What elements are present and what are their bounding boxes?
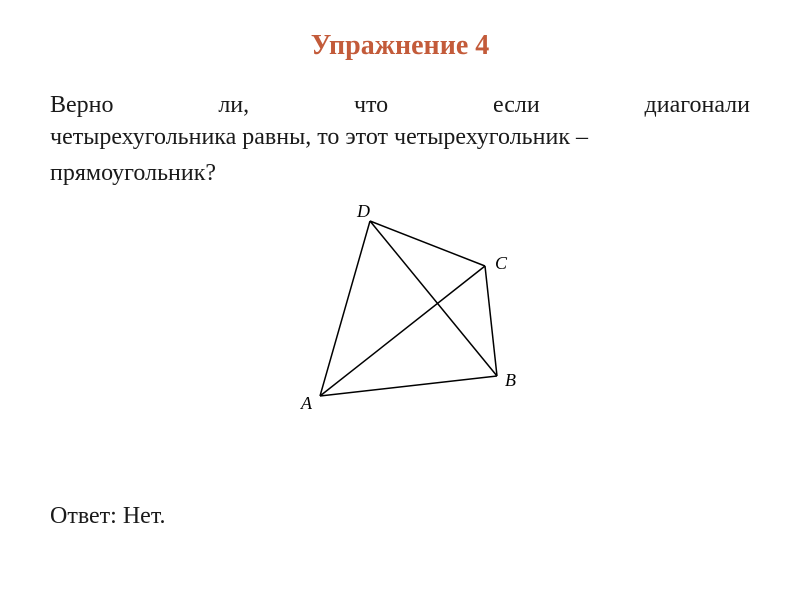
vertex-label-D: D (356, 201, 370, 221)
quadrilateral-diagram: A B C D (265, 201, 535, 421)
q-word: если (493, 92, 540, 119)
vertex-label-B: B (505, 370, 516, 390)
vertex-label-C: C (495, 253, 508, 273)
edge-B-D (370, 221, 497, 376)
question-line1: Верно ли, что если диагонали (50, 92, 750, 119)
q-word: диагонали (645, 92, 750, 119)
edge-B-C (485, 266, 497, 376)
answer-value: Нет. (123, 503, 166, 529)
q-word: ли, (218, 92, 249, 119)
edge-A-B (320, 376, 497, 396)
answer-block: Ответ: Нет. (50, 503, 166, 530)
edge-C-D (370, 221, 485, 266)
vertex-label-A: A (300, 393, 313, 413)
page-title: Упражнение 4 (50, 30, 750, 62)
edge-D-A (320, 221, 370, 396)
question-block: Верно ли, что если диагонали четырехугол… (50, 92, 750, 191)
q-word: Верно (50, 92, 114, 119)
diagram-container: A B C D (50, 201, 750, 421)
q-word: что (354, 92, 388, 119)
question-rest: четырехугольника равны, то этот четыреху… (50, 119, 750, 191)
answer-label: Ответ: (50, 503, 117, 529)
